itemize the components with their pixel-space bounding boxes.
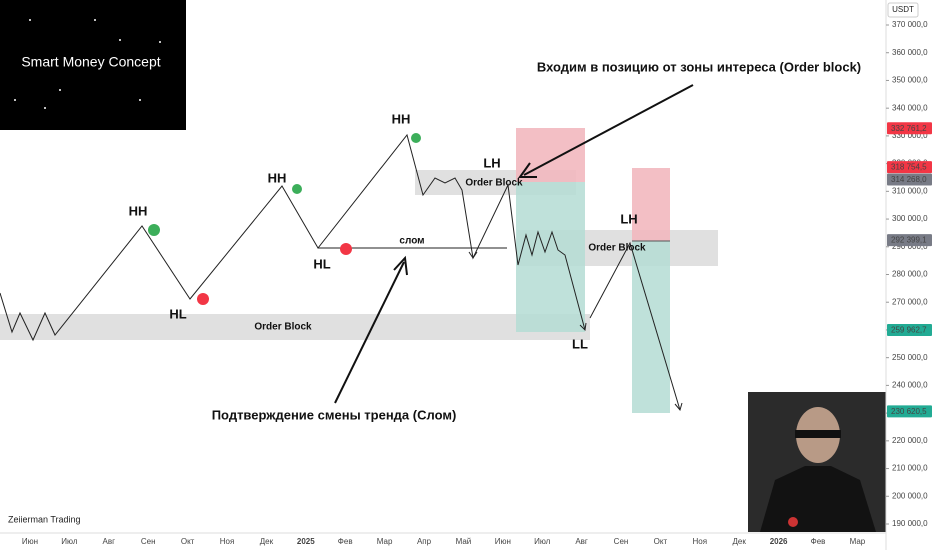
y-tick-label: 330 000,0: [892, 131, 928, 140]
swing-dot: [340, 243, 352, 255]
y-tick-label: 310 000,0: [892, 186, 928, 195]
y-tick-label: 190 000,0: [892, 519, 928, 528]
price-badge-label: 230 620,5: [891, 407, 927, 416]
price-axis: [886, 0, 932, 550]
y-tick-label: 360 000,0: [892, 48, 928, 57]
swing-label: HL: [169, 306, 186, 321]
y-tick-label: 210 000,0: [892, 464, 928, 473]
swing-dot: [411, 133, 421, 143]
x-tick-label: Июн: [495, 537, 511, 546]
annotation: Подтверждение смены тренда (Слом): [212, 407, 457, 422]
price-badge: [887, 234, 932, 247]
x-tick-label: Мар: [850, 537, 866, 546]
author-photo: [748, 392, 886, 532]
price-badge-label: 318 754,5: [891, 163, 927, 172]
y-tick-label: 270 000,0: [892, 297, 928, 306]
x-tick-label: Сен: [614, 537, 629, 546]
x-tick-label: 2025: [297, 537, 315, 546]
swing-label: LL: [572, 336, 588, 351]
callout-arrow: [523, 84, 694, 176]
price-path: [0, 133, 586, 342]
swing-dot: [148, 224, 160, 236]
x-tick-label: Авг: [575, 537, 588, 546]
arrow-head: [579, 322, 587, 332]
price-badge-label: 259 962,7: [891, 326, 927, 335]
price-badge: [887, 122, 932, 135]
x-tick-label: Май: [456, 537, 472, 546]
x-tick-label: Окт: [654, 537, 668, 546]
y-unit: USDT: [892, 5, 914, 14]
y-tick-label: 340 000,0: [892, 103, 928, 112]
annotation: Входим в позицию от зоны интереса (Order…: [537, 59, 861, 74]
zone-label: слом: [399, 236, 424, 247]
y-tick-label: 350 000,0: [892, 76, 928, 85]
y-tick-label: 200 000,0: [892, 491, 928, 500]
y-tick-label: 220 000,0: [892, 436, 928, 445]
x-tick-label: Июл: [61, 537, 78, 546]
callout-arrow: [334, 261, 405, 404]
x-tick-label: Мар: [377, 537, 393, 546]
arrow-head: [674, 402, 683, 412]
y-tick-label: 290 000,0: [892, 242, 928, 251]
swing-label: HH: [268, 170, 287, 185]
price-path: [589, 241, 681, 411]
x-tick-label: Авг: [103, 537, 116, 546]
x-tick-label: Апр: [417, 537, 432, 546]
stop-zone: [632, 168, 670, 241]
target-zone: [632, 241, 670, 413]
x-tick-label: Июн: [22, 537, 38, 546]
price-badge: [887, 324, 932, 337]
x-tick-label: Июл: [534, 537, 551, 546]
swing-label: LH: [620, 211, 637, 226]
price-badge: [887, 405, 932, 418]
swing-dot: [197, 293, 209, 305]
price-badge-label: 314 268,0: [891, 175, 927, 184]
x-tick-label: Фев: [338, 537, 353, 546]
chart-title: Smart Money Concept: [21, 54, 160, 70]
arrow-head: [393, 255, 408, 276]
arrow-head: [468, 251, 478, 259]
x-tick-label: Окт: [181, 537, 195, 546]
x-tick-label: Дек: [733, 537, 747, 546]
swing-dot: [292, 184, 302, 194]
zone-label: Order Block: [465, 178, 523, 189]
price-badge-label: 292 399,1: [891, 236, 927, 245]
x-tick-label: Ноя: [220, 537, 235, 546]
swing-label: HH: [129, 203, 148, 218]
x-tick-label: Дек: [260, 537, 274, 546]
x-tick-label: Фев: [811, 537, 826, 546]
zone-label: Order Block: [588, 243, 646, 254]
watermark: Zeiierman Trading: [8, 514, 81, 524]
y-tick-label: 300 000,0: [892, 214, 928, 223]
price-badge: [887, 161, 932, 174]
target-zone: [516, 182, 585, 332]
x-tick-label: Ноя: [693, 537, 708, 546]
x-tick-label: 2026: [770, 537, 788, 546]
y-tick-label: 250 000,0: [892, 353, 928, 362]
arrow-head: [518, 162, 537, 178]
swing-label: LH: [483, 155, 500, 170]
y-tick-label: 370 000,0: [892, 20, 928, 29]
price-badge-label: 332 761,2: [891, 124, 927, 133]
unit-box: [887, 2, 919, 18]
swing-label: HL: [313, 256, 330, 271]
y-tick-label: 280 000,0: [892, 270, 928, 279]
price-badge: [887, 173, 932, 186]
order-block-zone: [0, 314, 590, 340]
title-box: [0, 0, 186, 130]
swing-label: HH: [392, 111, 411, 126]
zone-label: Order Block: [254, 322, 312, 333]
x-tick-label: Сен: [141, 537, 156, 546]
y-tick-label: 240 000,0: [892, 380, 928, 389]
